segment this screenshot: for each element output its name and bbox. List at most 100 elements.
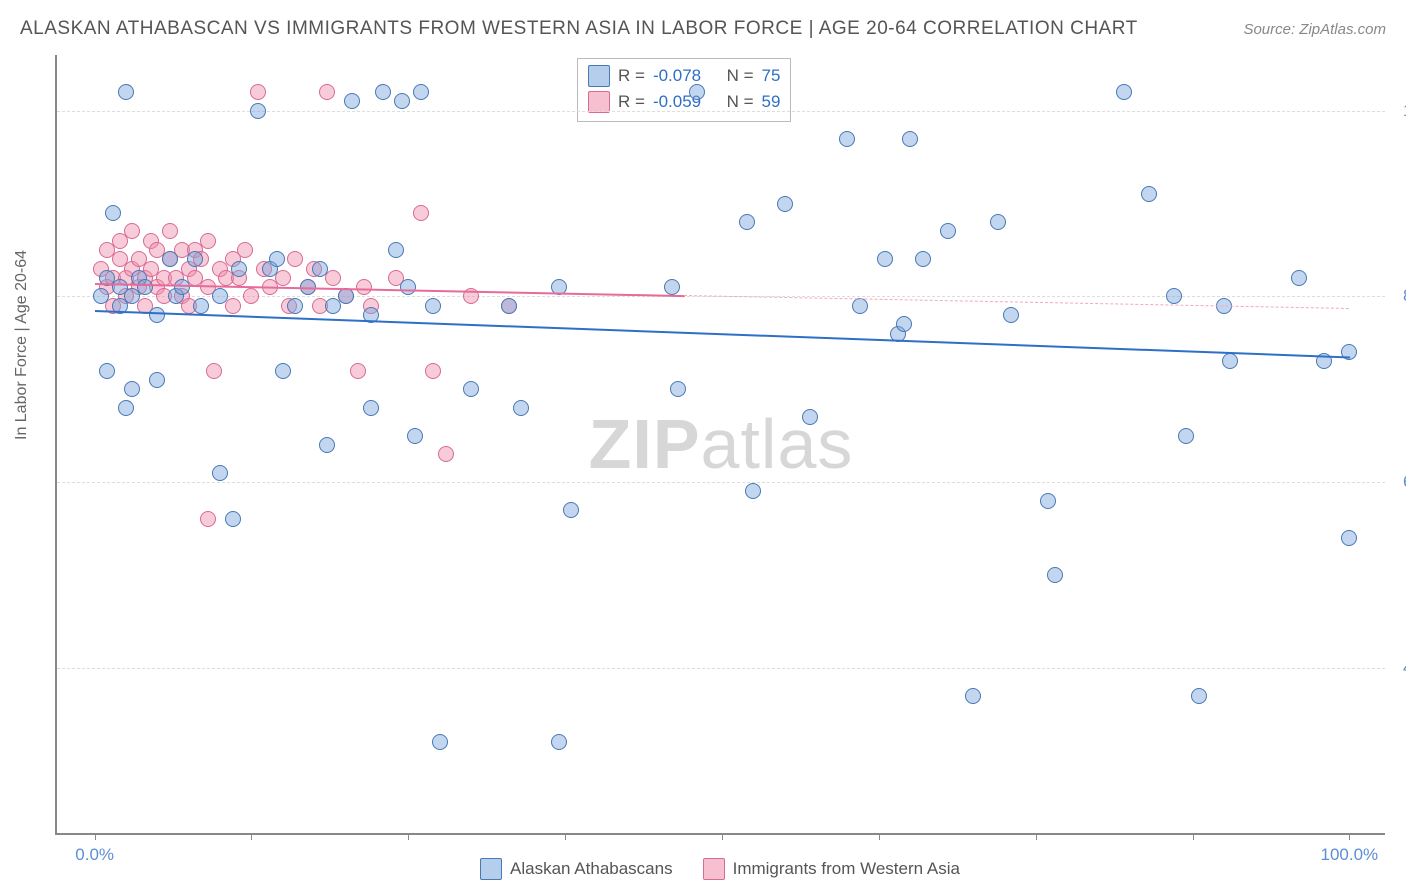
n-label: N = — [727, 92, 754, 112]
data-point-pink — [200, 511, 216, 527]
data-point-blue — [1040, 493, 1056, 509]
data-point-blue — [149, 372, 165, 388]
data-point-blue — [670, 381, 686, 397]
data-point-pink — [200, 233, 216, 249]
data-point-blue — [212, 465, 228, 481]
data-point-blue — [1222, 353, 1238, 369]
data-point-blue — [225, 511, 241, 527]
swatch-pink-icon — [588, 91, 610, 113]
watermark-bold: ZIP — [589, 405, 701, 483]
n-label: N = — [727, 66, 754, 86]
r-value-blue: -0.078 — [653, 66, 701, 86]
data-point-blue — [93, 288, 109, 304]
data-point-blue — [400, 279, 416, 295]
data-point-blue — [149, 307, 165, 323]
data-point-pink — [162, 223, 178, 239]
data-point-pink — [243, 288, 259, 304]
x-tick — [879, 833, 880, 840]
gridline — [57, 668, 1385, 669]
data-point-blue — [896, 316, 912, 332]
legend-label-blue: Alaskan Athabascans — [510, 859, 673, 879]
data-point-pink — [413, 205, 429, 221]
legend-item-blue: Alaskan Athabascans — [480, 858, 673, 880]
data-point-blue — [990, 214, 1006, 230]
data-point-blue — [902, 131, 918, 147]
data-point-blue — [689, 84, 705, 100]
data-point-blue — [1141, 186, 1157, 202]
y-tick-label: 60.0% — [1385, 472, 1406, 492]
legend-item-pink: Immigrants from Western Asia — [703, 858, 960, 880]
scatter-plot: ZIPatlas R = -0.078 N = 75 R = -0.059 N … — [55, 55, 1385, 835]
x-tick — [1036, 833, 1037, 840]
x-tick — [1349, 833, 1350, 840]
data-point-blue — [212, 288, 228, 304]
source-label: Source: ZipAtlas.com — [1243, 21, 1386, 38]
trendline-blue — [95, 310, 1350, 358]
data-point-blue — [425, 298, 441, 314]
data-point-blue — [1116, 84, 1132, 100]
data-point-blue — [250, 103, 266, 119]
data-point-blue — [1047, 567, 1063, 583]
n-value-blue: 75 — [762, 66, 781, 86]
x-tick — [251, 833, 252, 840]
data-point-blue — [312, 261, 328, 277]
data-point-blue — [319, 437, 335, 453]
data-point-blue — [338, 288, 354, 304]
x-tick — [1193, 833, 1194, 840]
data-point-pink — [124, 223, 140, 239]
data-point-pink — [425, 363, 441, 379]
chart-title: ALASKAN ATHABASCAN VS IMMIGRANTS FROM WE… — [20, 18, 1138, 40]
data-point-blue — [1178, 428, 1194, 444]
r-label: R = — [618, 92, 645, 112]
data-point-blue — [877, 251, 893, 267]
x-tick — [565, 833, 566, 840]
data-point-blue — [99, 363, 115, 379]
data-point-blue — [802, 409, 818, 425]
y-tick-label: 40.0% — [1385, 658, 1406, 678]
data-point-pink — [206, 363, 222, 379]
data-point-blue — [375, 84, 391, 100]
data-point-blue — [745, 483, 761, 499]
data-point-pink — [287, 251, 303, 267]
r-label: R = — [618, 66, 645, 86]
swatch-blue-icon — [588, 65, 610, 87]
data-point-blue — [162, 251, 178, 267]
data-point-blue — [193, 298, 209, 314]
data-point-blue — [407, 428, 423, 444]
swatch-blue-icon — [480, 858, 502, 880]
data-point-blue — [432, 734, 448, 750]
data-point-blue — [118, 400, 134, 416]
data-point-blue — [231, 261, 247, 277]
data-point-blue — [965, 688, 981, 704]
watermark-rest: atlas — [701, 405, 854, 483]
data-point-blue — [394, 93, 410, 109]
data-point-pink — [438, 446, 454, 462]
data-point-pink — [237, 242, 253, 258]
data-point-blue — [363, 400, 379, 416]
y-tick-label: 80.0% — [1385, 286, 1406, 306]
data-point-blue — [839, 131, 855, 147]
data-point-blue — [187, 251, 203, 267]
data-point-blue — [664, 279, 680, 295]
gridline — [57, 482, 1385, 483]
x-tick — [95, 833, 96, 840]
data-point-pink — [350, 363, 366, 379]
data-point-blue — [1166, 288, 1182, 304]
data-point-blue — [269, 251, 285, 267]
data-point-blue — [1291, 270, 1307, 286]
y-axis-title: In Labor Force | Age 20-64 — [13, 250, 31, 440]
data-point-blue — [463, 381, 479, 397]
y-tick-label: 100.0% — [1385, 101, 1406, 121]
data-point-blue — [388, 242, 404, 258]
data-point-blue — [137, 279, 153, 295]
data-point-blue — [1341, 530, 1357, 546]
data-point-blue — [105, 205, 121, 221]
data-point-blue — [940, 223, 956, 239]
data-point-blue — [563, 502, 579, 518]
data-point-blue — [275, 363, 291, 379]
data-point-blue — [413, 84, 429, 100]
legend-label-pink: Immigrants from Western Asia — [733, 859, 960, 879]
data-point-pink — [250, 84, 266, 100]
data-point-pink — [319, 84, 335, 100]
data-point-blue — [1003, 307, 1019, 323]
